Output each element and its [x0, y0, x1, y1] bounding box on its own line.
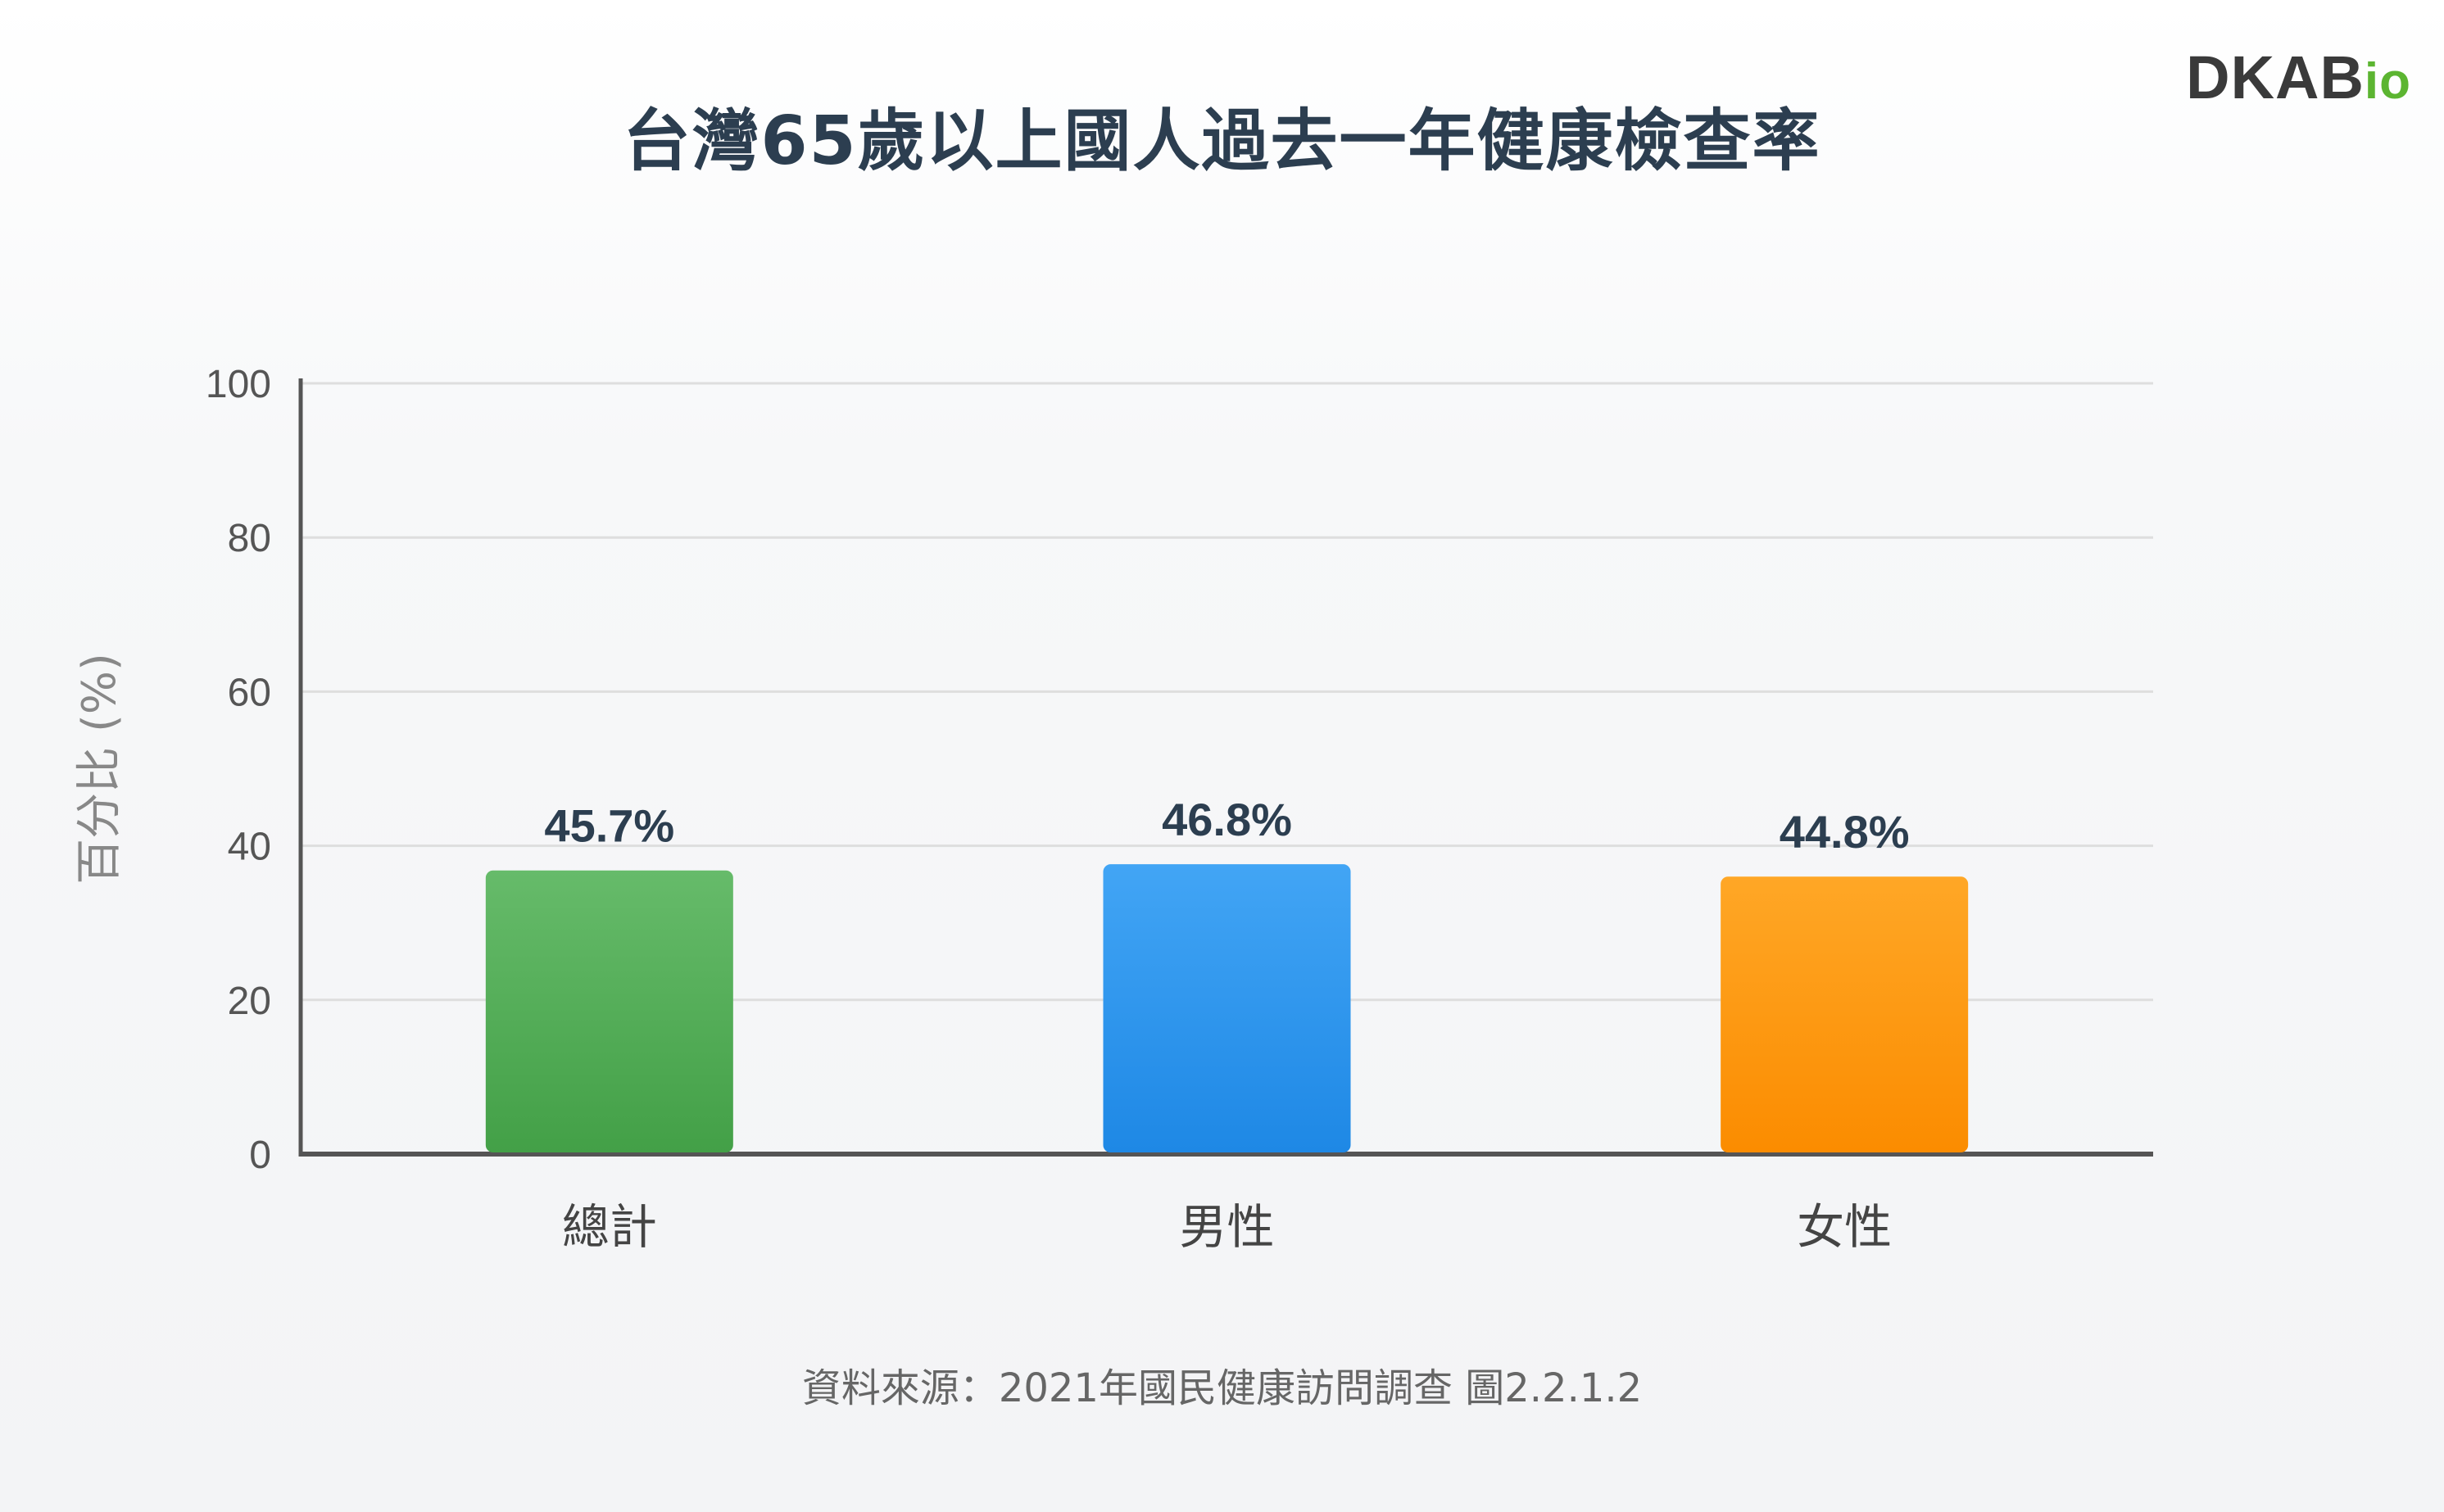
data-label-2: 44.8%	[1780, 806, 1910, 858]
y-tick-label: 100	[206, 363, 271, 406]
bar-2	[1721, 876, 1969, 1152]
bar-1	[1103, 864, 1351, 1152]
y-tick-label: 20	[228, 980, 271, 1023]
x-tick-label-1: 男性	[1179, 1199, 1274, 1255]
x-tick-label-2: 女性	[1797, 1199, 1892, 1255]
bar-0	[485, 870, 733, 1152]
dkabio-logo: DKABio	[2186, 43, 2411, 112]
data-source-note: 資料來源：2021年國民健康訪問調查 圖2.2.1.2	[801, 1365, 1643, 1411]
y-tick-label: 80	[228, 517, 271, 560]
logo-main-text: DKAB	[2186, 43, 2365, 111]
y-tick-label: 40	[228, 826, 271, 869]
y-axis-label: 百分比 (%)	[73, 653, 126, 885]
data-label-1: 46.8%	[1162, 794, 1292, 845]
logo-suffix-text: io	[2364, 53, 2411, 110]
y-tick-label: 0	[249, 1134, 271, 1177]
y-tick-label: 60	[228, 671, 271, 714]
chart-title: 台灣65歲以上國人過去一年健康檢查率	[623, 102, 1821, 180]
data-label-0: 45.7%	[544, 800, 674, 852]
x-tick-label-0: 總計	[562, 1199, 657, 1255]
